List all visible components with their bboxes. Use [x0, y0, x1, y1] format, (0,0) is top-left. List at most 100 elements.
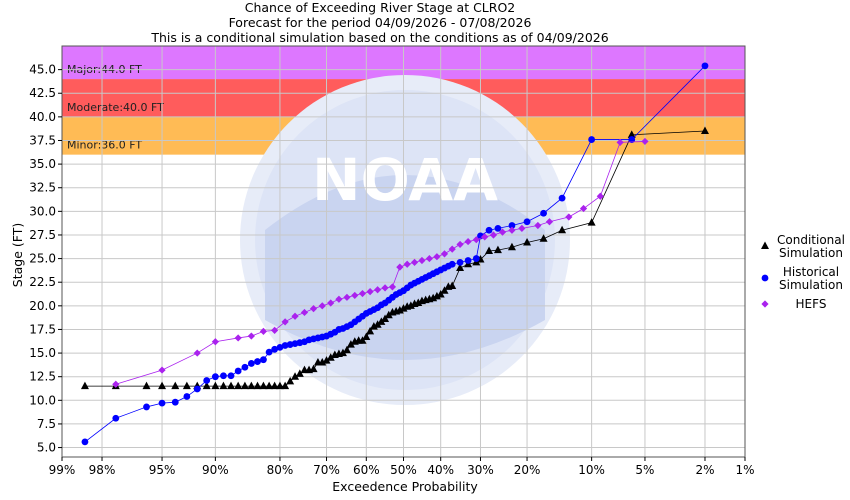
y-tick-label: 42.5	[29, 86, 56, 100]
data-point	[343, 293, 351, 301]
legend-label-triangle: Simulation	[779, 246, 843, 260]
data-point	[448, 245, 456, 253]
legend-label-circle: Simulation	[779, 278, 843, 292]
x-tick-label: 50%	[390, 463, 417, 477]
data-point	[498, 228, 507, 236]
chart-title: Chance of Exceeding River Stage at CLRO2	[244, 0, 516, 15]
data-point	[448, 260, 456, 268]
legend-label-triangle: Conditional	[777, 233, 845, 247]
data-point	[81, 438, 89, 446]
data-point	[508, 222, 516, 229]
data-point	[241, 363, 249, 371]
data-point	[358, 336, 367, 344]
data-point	[587, 218, 596, 226]
data-point	[588, 136, 596, 143]
data-point	[351, 291, 359, 300]
data-point	[381, 284, 389, 292]
legend: ConditionalSimulationHistoricalSimulatio…	[761, 233, 845, 311]
data-point	[158, 399, 166, 407]
x-tick-label: 70%	[313, 463, 340, 477]
x-axis-label: Exceedence Probability	[332, 479, 478, 494]
data-point	[381, 314, 390, 323]
chart-subtitle-period: Forecast for the period 04/09/2026 - 07/…	[228, 15, 532, 30]
series-triangle	[80, 126, 709, 390]
x-tick-label: 30%	[467, 463, 494, 477]
data-point	[254, 358, 261, 365]
data-point	[396, 263, 404, 271]
x-tick-label: 90%	[202, 463, 229, 477]
data-point	[358, 289, 367, 298]
series-circle	[81, 62, 709, 446]
data-point	[508, 226, 516, 234]
data-point	[429, 293, 438, 302]
data-point	[433, 253, 441, 261]
data-point	[485, 226, 493, 234]
y-tick-label: 40.0	[29, 110, 56, 124]
data-point	[265, 381, 274, 390]
data-point	[485, 246, 494, 255]
data-point	[291, 312, 299, 320]
data-point	[276, 344, 284, 351]
data-point	[295, 369, 304, 377]
y-tick-label: 7.5	[37, 417, 56, 431]
data-point	[558, 225, 567, 234]
data-point	[366, 288, 374, 296]
x-tick-label: 98%	[89, 463, 116, 477]
legend-marker-diamond	[761, 300, 769, 308]
series-diamond	[112, 137, 649, 388]
data-point	[418, 256, 426, 265]
data-point	[403, 260, 411, 268]
data-point	[271, 345, 279, 353]
data-point	[641, 137, 649, 146]
data-point	[558, 194, 566, 202]
data-point	[211, 381, 220, 390]
svg-text:NOAA: NOAA	[312, 146, 498, 214]
y-axis-ticks: 5.0 7.5 10.0 12.5 15.0 17.5 20.0 22.5 25.0 27.5 30…	[29, 63, 62, 455]
data-point	[202, 381, 211, 390]
data-point	[507, 242, 516, 251]
data-point	[440, 286, 449, 294]
y-tick-label: 37.5	[29, 133, 56, 147]
data-point	[281, 318, 289, 326]
data-point	[472, 255, 480, 262]
data-point	[700, 126, 709, 135]
data-point	[596, 192, 604, 200]
data-point	[342, 345, 351, 354]
data-point	[158, 381, 167, 390]
data-point	[281, 342, 289, 349]
data-point	[425, 254, 433, 263]
noaa-watermark: NOAA	[240, 75, 570, 405]
data-point	[395, 306, 404, 314]
data-point	[464, 237, 472, 246]
x-tick-label: 60%	[353, 463, 380, 477]
legend-label-diamond: HEFS	[796, 297, 827, 311]
data-point	[219, 381, 228, 390]
data-point	[247, 360, 255, 367]
x-axis-ticks: 99% 98% 95% 90% 80% 70% 60% 50% 40% 30% 20% 10% 5% 2%…	[49, 457, 755, 477]
data-point	[627, 130, 636, 138]
data-point	[377, 317, 386, 325]
data-point	[112, 380, 120, 388]
data-point	[270, 381, 279, 390]
data-point	[171, 398, 179, 406]
data-point	[171, 381, 180, 390]
data-point	[448, 281, 457, 289]
data-point	[366, 326, 375, 335]
y-tick-label: 5.0	[37, 441, 56, 455]
data-point	[260, 356, 267, 364]
data-point	[220, 372, 227, 380]
data-point	[265, 348, 273, 356]
data-point	[362, 332, 371, 341]
data-point	[259, 381, 268, 390]
x-tick-label: 40%	[427, 463, 454, 477]
data-point	[374, 286, 382, 294]
data-point	[182, 381, 191, 390]
flood-zone-label-0: Minor:36.0 FT	[67, 139, 142, 152]
data-point	[193, 385, 201, 393]
y-tick-label: 20.0	[29, 299, 56, 313]
data-point	[540, 209, 547, 217]
data-point	[494, 224, 502, 232]
data-point	[388, 283, 397, 291]
x-tick-label: 20%	[514, 463, 541, 477]
